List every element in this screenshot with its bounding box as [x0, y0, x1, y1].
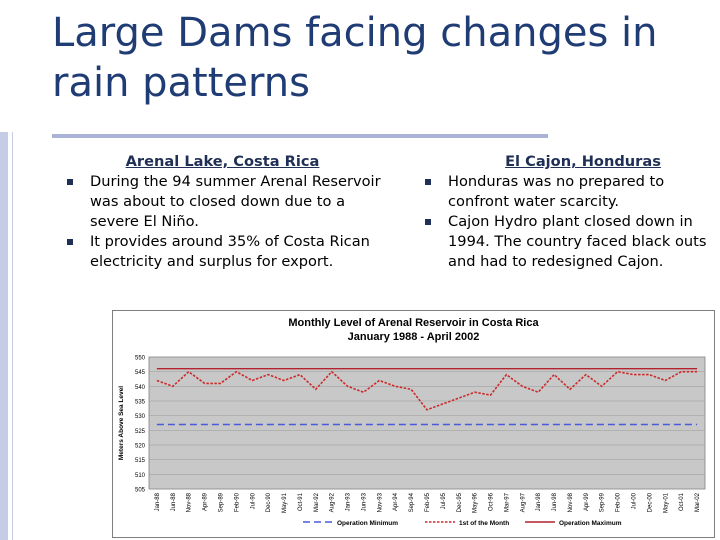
x-tick-label: Mar-92 — [314, 492, 320, 512]
y-tick-label: 550 — [135, 356, 146, 362]
x-tick-label: Jan-93 — [346, 492, 352, 511]
left-bullet-2-text: It provides around 35% of Costa Rican el… — [90, 233, 370, 270]
legend-label: Operation Minimum — [337, 520, 398, 527]
x-tick-label: Mar-02 — [695, 492, 701, 512]
x-tick-label: May-91 — [282, 492, 288, 513]
right-column-heading: El Cajon, Honduras — [505, 153, 661, 170]
y-tick-label: 535 — [135, 400, 146, 406]
x-tick-label: Feb-95 — [425, 492, 431, 512]
right-bullet-2: Cajon Hydro plant closed down in 1994. T… — [418, 212, 718, 272]
x-tick-label: Jul-95 — [441, 492, 447, 509]
bullet-square-icon — [425, 219, 431, 225]
right-bullet-1-text: Honduras was no prepared to confront wat… — [448, 173, 665, 210]
x-tick-label: Jun-93 — [361, 492, 367, 511]
chart-title-block: Monthly Level of Arenal Reservoir in Cos… — [113, 316, 714, 344]
chart-subtitle: January 1988 - April 2002 — [347, 331, 480, 343]
x-tick-label: May-01 — [663, 492, 669, 513]
x-tick-label: Feb-90 — [234, 492, 240, 512]
y-tick-label: 540 — [135, 385, 146, 391]
bullet-square-icon — [67, 239, 73, 245]
left-bullet-1: During the 94 summer Arenal Reservoir wa… — [60, 172, 395, 232]
right-bullet-2-text: Cajon Hydro plant closed down in 1994. T… — [448, 213, 707, 270]
y-tick-label: 505 — [135, 488, 146, 494]
x-tick-label: Apr-99 — [584, 492, 590, 511]
y-tick-label: 545 — [135, 370, 146, 376]
x-tick-label: Jan-98 — [536, 492, 542, 511]
chart-title: Monthly Level of Arenal Reservoir in Cos… — [288, 317, 539, 329]
x-tick-label: Apr-94 — [393, 492, 399, 511]
bullet-square-icon — [67, 179, 73, 185]
legend-label: 1st of the Month — [459, 520, 509, 527]
x-tick-label: Sep-99 — [600, 492, 606, 512]
left-bullet-2: It provides around 35% of Costa Rican el… — [60, 232, 395, 272]
left-column-heading: Arenal Lake, Costa Rica — [125, 153, 320, 170]
y-tick-label: 530 — [135, 414, 146, 420]
y-tick-label: 515 — [135, 458, 146, 464]
x-tick-label: Feb-00 — [616, 492, 622, 512]
x-tick-label: Nov-88 — [187, 492, 193, 512]
decorative-left-bar — [0, 132, 8, 540]
title-underline-bar — [52, 134, 548, 138]
series-line-1st-of-the-month — [156, 370, 698, 411]
x-tick-label: Aug-92 — [330, 492, 336, 512]
right-column: El Cajon, Honduras Honduras was no prepa… — [418, 152, 718, 272]
x-tick-label: Jan-88 — [155, 492, 161, 511]
chart-plot: 505 510 515 520 525 530 535 540 545 550 Jan-88 Jun-… — [118, 356, 706, 527]
reservoir-chart: Monthly Level of Arenal Reservoir in Cos… — [112, 310, 715, 538]
x-tick-label: Oct-01 — [679, 492, 685, 511]
x-tick-label: Jul-90 — [250, 492, 256, 509]
y-tick-label: 520 — [135, 444, 146, 450]
legend-label: Operation Maximum — [559, 520, 622, 527]
x-tick-label: Nov-93 — [377, 492, 383, 512]
x-tick-label: Jul-00 — [632, 492, 638, 509]
x-tick-label: Apr-89 — [203, 492, 209, 511]
x-tick-label: Sep-89 — [218, 492, 224, 512]
left-bullet-1-text: During the 94 summer Arenal Reservoir wa… — [90, 173, 381, 230]
x-tick-label: Dec-00 — [647, 492, 653, 512]
bullet-square-icon — [425, 179, 431, 185]
x-tick-label: Dec-95 — [457, 492, 463, 512]
x-tick-label: Nov-98 — [568, 492, 574, 512]
x-tick-label: Dec-90 — [266, 492, 272, 512]
x-tick-label: Sep-94 — [409, 492, 415, 512]
x-tick-label: May-96 — [473, 492, 479, 513]
left-column: Arenal Lake, Costa Rica During the 94 su… — [60, 152, 395, 272]
slide-title: Large Dams facing changes in rain patter… — [52, 10, 658, 106]
y-tick-label: 510 — [135, 473, 146, 479]
x-tick-label: Aug-97 — [520, 492, 526, 512]
right-bullet-1: Honduras was no prepared to confront wat… — [418, 172, 718, 212]
x-tick-label: Jun-98 — [552, 492, 558, 511]
x-tick-label: Jun-88 — [171, 492, 177, 511]
y-tick-label: 525 — [135, 429, 146, 435]
x-tick-label: Oct-91 — [298, 492, 304, 511]
x-tick-label: Oct-96 — [489, 492, 495, 511]
plot-area — [148, 356, 706, 490]
y-axis-label: Meters Above Sea Level — [118, 386, 125, 460]
decorative-left-line — [12, 132, 13, 540]
x-tick-label: Mar-97 — [504, 492, 510, 512]
